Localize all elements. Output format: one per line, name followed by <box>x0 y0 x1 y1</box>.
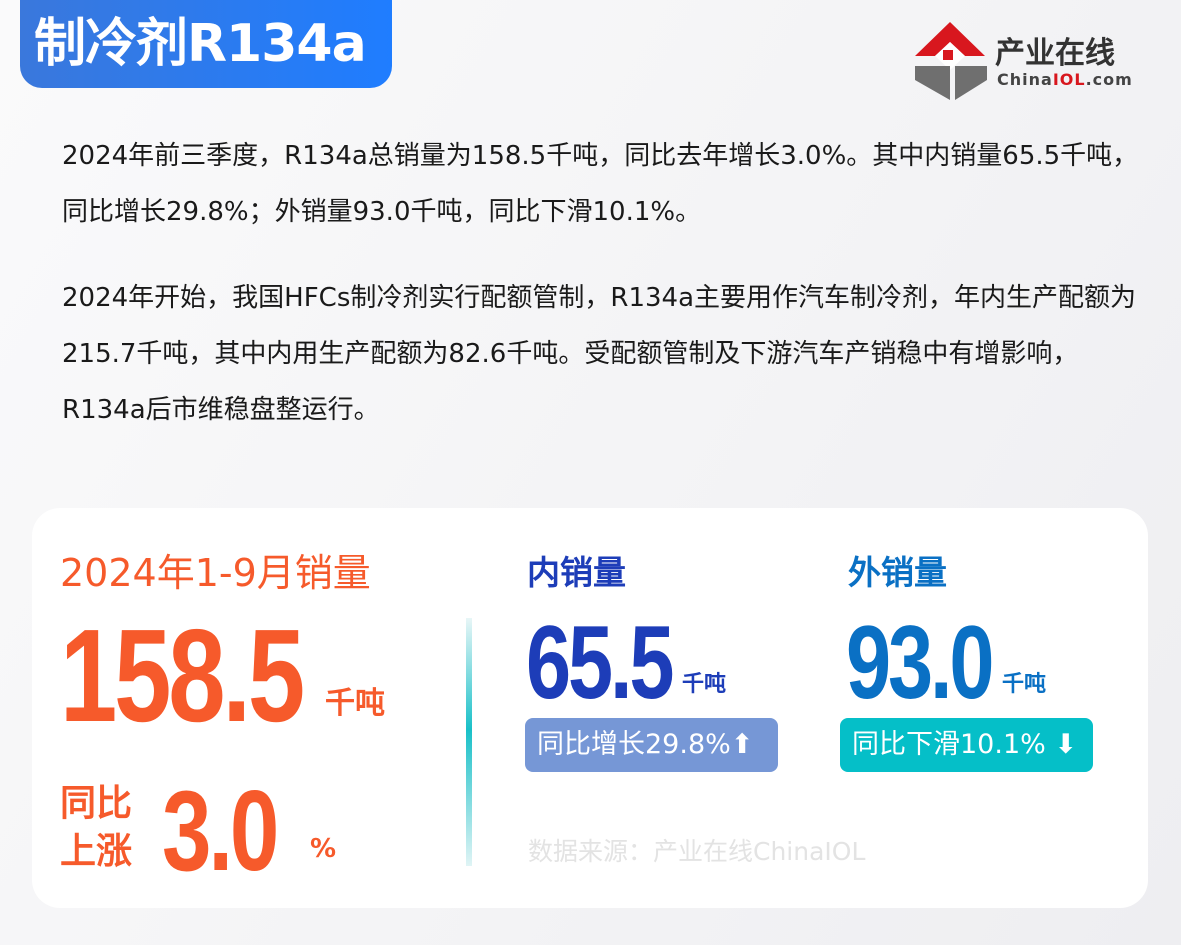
domestic-unit: 千吨 <box>682 672 727 697</box>
arrow-down-icon: ⬇ <box>1054 729 1077 760</box>
export-value: 93.0 <box>846 605 995 721</box>
export-yoy-text: 同比下滑10.1% <box>852 729 1046 760</box>
data-source: 数据来源：产业在线ChinaIOL <box>528 837 866 866</box>
export-label: 外销量 <box>848 553 947 592</box>
export-yoy-badge: 同比下滑10.1% ⬇ <box>840 718 1093 772</box>
total-unit: 千吨 <box>325 686 385 721</box>
yoy-value: 3.0 <box>162 768 279 895</box>
policy-paragraph: 2024年开始，我国HFCs制冷剂实行配额管制，R134a主要用作汽车制冷剂，年… <box>62 283 1136 425</box>
summary-paragraph: 2024年前三季度，R134a总销量为158.5千吨，同比去年增长3.0%。其中… <box>62 141 1139 227</box>
yoy-label-2: 上涨 <box>60 831 133 872</box>
total-label: 2024年1-9月销量 <box>60 551 371 595</box>
logo-name: 产业在线 <box>995 36 1115 71</box>
page-title: 制冷剂R134a <box>20 0 392 88</box>
domestic-yoy-badge: 同比增长29.8%⬆ <box>525 718 778 772</box>
chinaiol-logo-icon <box>915 22 987 100</box>
yoy-unit: % <box>310 834 337 864</box>
domestic-label: 内销量 <box>527 553 626 592</box>
yoy-label-1: 同比 <box>60 783 133 824</box>
divider <box>466 618 472 866</box>
logo-domain: ChinaIOL.com <box>997 70 1133 89</box>
domestic-yoy-text: 同比增长29.8% <box>537 729 731 760</box>
arrow-up-icon: ⬆ <box>730 729 754 760</box>
export-unit: 千吨 <box>1002 672 1047 697</box>
logo: 产业在线 ChinaIOL.com <box>905 20 1145 102</box>
domestic-value: 65.5 <box>526 605 675 721</box>
sales-card <box>32 508 1148 908</box>
total-value: 158.5 <box>60 602 305 749</box>
